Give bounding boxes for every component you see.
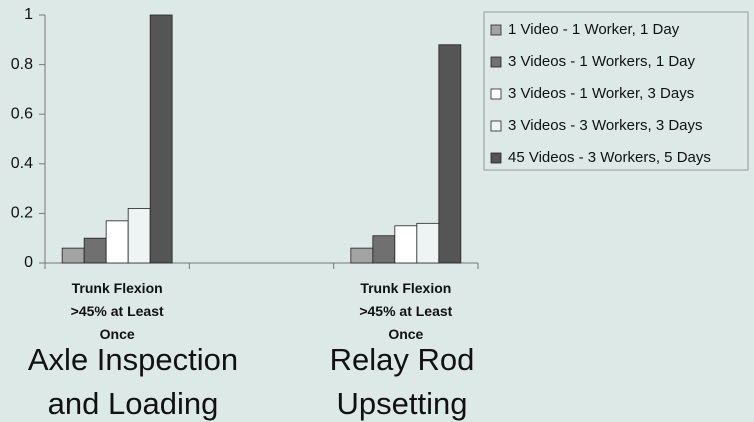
bar	[61, 247, 85, 264]
x-tick-label-line: Once	[388, 326, 423, 342]
legend-label: 1 Video - 1 Worker, 1 Day	[508, 21, 680, 38]
bar	[105, 220, 129, 264]
bar	[149, 14, 173, 264]
x-tick-label-line: >45% at Least	[359, 303, 452, 319]
y-tick-label: 1	[24, 6, 33, 23]
annotation-line: and Loading	[48, 386, 219, 421]
bar	[83, 237, 107, 264]
bar	[127, 208, 151, 264]
bar	[372, 235, 396, 264]
legend-swatch	[490, 56, 502, 68]
y-tick-label: 0.6	[11, 105, 33, 122]
x-tick-label: Trunk Flexion >45% at Least Once	[71, 280, 164, 342]
annotation: Relay Rod Upsetting	[330, 342, 475, 421]
legend-label: 3 Videos - 1 Worker, 3 Days	[508, 85, 694, 102]
legend-swatch	[490, 88, 502, 100]
y-tick-label: 0	[24, 254, 33, 271]
x-tick-label-line: Once	[100, 326, 135, 342]
legend-label: 3 Videos - 1 Workers, 1 Day	[508, 53, 696, 70]
annotation: Axle Inspection and Loading	[28, 342, 238, 421]
y-tick-label: 0.8	[11, 56, 33, 73]
bar	[350, 247, 374, 264]
y-tick-label: 0.4	[11, 155, 33, 172]
bar	[394, 225, 418, 264]
bar	[438, 44, 462, 264]
annotation-line: Relay Rod	[330, 342, 475, 377]
legend-swatch	[490, 24, 502, 36]
annotation-line: Upsetting	[337, 386, 468, 421]
legend-label: 45 Videos - 3 Workers, 5 Days	[508, 149, 711, 166]
legend-box	[483, 11, 749, 171]
x-tick-label-line: Trunk Flexion	[360, 280, 451, 296]
bar	[416, 222, 440, 264]
legend-swatch	[490, 152, 502, 164]
legend-label: 3 Videos - 3 Workers, 3 Days	[508, 117, 703, 134]
x-tick-label-line: >45% at Least	[71, 303, 164, 319]
annotation-line: Axle Inspection	[28, 342, 238, 377]
x-tick-label-line: Trunk Flexion	[72, 280, 163, 296]
x-tick-label: Trunk Flexion >45% at Least Once	[359, 280, 452, 342]
y-tick-label: 0.2	[11, 205, 33, 222]
legend-swatch	[490, 120, 502, 132]
